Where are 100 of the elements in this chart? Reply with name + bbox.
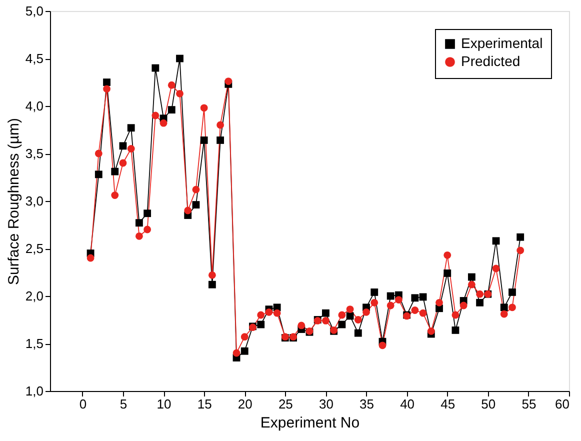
point	[216, 121, 224, 129]
y-tick-label: 4,5	[25, 51, 44, 66]
point	[492, 237, 500, 245]
point	[338, 320, 346, 328]
point	[516, 233, 524, 241]
point	[394, 296, 402, 304]
point	[224, 78, 232, 85]
point	[111, 192, 119, 199]
legend-label: Predicted	[461, 53, 520, 69]
point	[468, 280, 476, 288]
x-tick-label: 50	[481, 396, 496, 412]
point	[273, 309, 281, 317]
point	[444, 269, 452, 277]
point	[168, 106, 176, 114]
x-axis-title: Experiment No	[260, 414, 360, 432]
x-tick-label: 5	[120, 396, 128, 412]
point	[508, 304, 516, 312]
x-tick-label: 55	[522, 396, 536, 412]
point	[354, 316, 362, 324]
point	[322, 317, 330, 324]
point	[265, 308, 273, 316]
point	[411, 306, 419, 314]
point	[103, 85, 110, 93]
y-tick-label: 2,5	[25, 241, 44, 256]
point	[468, 273, 476, 281]
point	[386, 302, 394, 310]
point	[378, 342, 386, 350]
point	[103, 78, 110, 86]
y-tick-label: 1,0	[25, 384, 44, 398]
point	[192, 201, 200, 209]
point	[452, 311, 460, 319]
y-tick-label: 1,5	[25, 336, 44, 351]
point	[119, 142, 127, 150]
point	[346, 306, 354, 313]
point	[152, 112, 160, 120]
point	[176, 90, 184, 98]
point	[370, 288, 378, 296]
point	[144, 226, 152, 234]
point	[208, 280, 216, 288]
x-tick-label: 25	[278, 396, 293, 412]
point	[240, 333, 248, 341]
x-tick-label: 40	[400, 396, 415, 412]
y-axis-title: Surface Roughness (µm)	[5, 118, 22, 286]
point	[160, 119, 168, 127]
point	[362, 308, 370, 316]
x-tick-label: 35	[360, 396, 374, 412]
point	[216, 136, 224, 144]
point	[232, 349, 240, 357]
point	[168, 81, 176, 89]
x-tick-label: 30	[318, 396, 334, 412]
point	[192, 186, 200, 194]
x-tick-label: 10	[156, 396, 172, 412]
point	[240, 347, 248, 355]
point	[257, 320, 265, 328]
point	[444, 251, 452, 259]
point	[86, 254, 94, 262]
legend-label: Experimental	[461, 35, 543, 51]
point	[94, 150, 102, 158]
x-tick-label: 15	[197, 396, 212, 412]
point	[500, 304, 508, 312]
point	[94, 170, 102, 178]
point	[176, 54, 184, 62]
point	[200, 104, 208, 112]
point	[516, 246, 524, 254]
point	[119, 159, 127, 167]
point	[257, 311, 265, 319]
point	[144, 210, 152, 218]
point	[208, 271, 216, 279]
point	[411, 294, 419, 302]
point	[200, 136, 208, 144]
point	[135, 232, 143, 240]
point	[436, 298, 443, 306]
point	[322, 309, 330, 317]
point	[427, 327, 435, 335]
point	[298, 322, 306, 330]
point	[346, 312, 354, 320]
y-tick-label: 5,0	[25, 4, 44, 18]
x-tick-label: 60	[555, 396, 570, 412]
point	[419, 293, 427, 301]
point	[500, 310, 508, 318]
point	[338, 311, 346, 319]
point	[508, 288, 516, 296]
point	[452, 326, 460, 334]
x-tick-label: 45	[440, 396, 456, 412]
point	[370, 298, 378, 306]
y-tick-label: 2,0	[25, 288, 44, 304]
point	[386, 292, 394, 300]
y-tick-label: 3,0	[25, 194, 44, 208]
point	[476, 290, 484, 298]
point	[152, 64, 160, 72]
point	[419, 309, 427, 317]
y-tick-label: 3,5	[25, 146, 44, 161]
point	[476, 298, 484, 306]
point	[127, 124, 135, 132]
x-tick-label: 20	[238, 396, 252, 412]
point	[135, 219, 143, 227]
x-tick-label: 0	[79, 396, 87, 412]
point	[111, 168, 119, 176]
y-tick-label: 4,0	[25, 98, 44, 114]
point	[492, 264, 500, 272]
